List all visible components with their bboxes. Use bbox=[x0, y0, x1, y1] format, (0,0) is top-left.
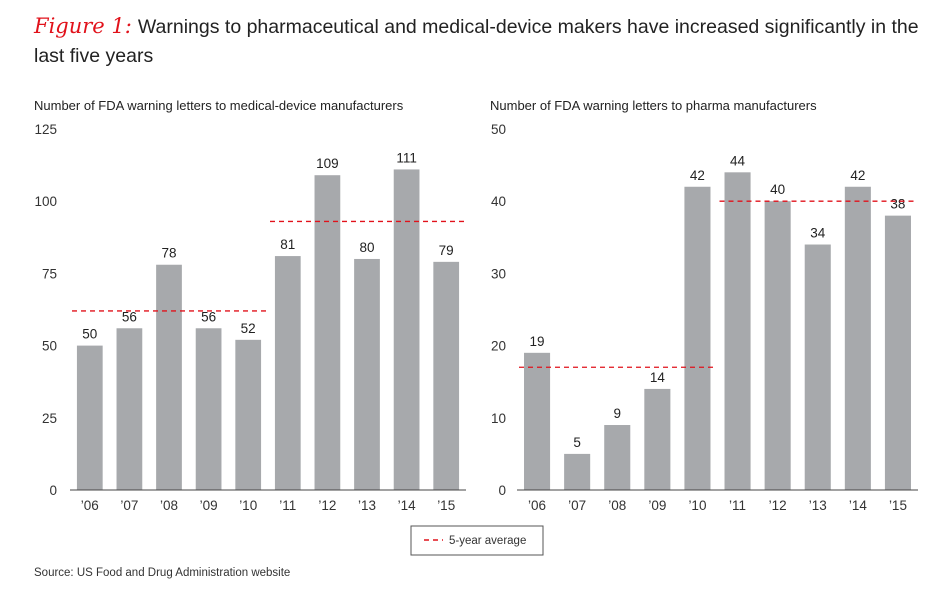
legend-label: 5-year average bbox=[449, 535, 526, 547]
x-tick-label: ’12 bbox=[318, 498, 336, 513]
bar bbox=[274, 256, 301, 490]
y-tick-label: 30 bbox=[491, 266, 506, 281]
figure-label: Figure 1: bbox=[34, 14, 132, 38]
bar bbox=[195, 328, 222, 490]
legend: 5-year average bbox=[410, 525, 544, 556]
bar-value-label: 9 bbox=[613, 406, 621, 421]
x-tick-label: ’06 bbox=[81, 498, 99, 513]
bar-value-label: 79 bbox=[439, 243, 454, 258]
y-tick-label: 20 bbox=[491, 339, 506, 354]
bar bbox=[884, 215, 911, 490]
x-tick-label: ’14 bbox=[849, 498, 868, 513]
y-tick-label: 100 bbox=[34, 194, 57, 209]
y-tick-label: 0 bbox=[498, 483, 506, 498]
x-tick-label: ’11 bbox=[729, 498, 746, 513]
y-tick-label: 50 bbox=[42, 339, 57, 354]
x-tick-label: ’10 bbox=[239, 498, 257, 513]
bar bbox=[314, 175, 341, 490]
bar bbox=[116, 328, 143, 490]
x-tick-label: ’07 bbox=[120, 498, 138, 513]
bar-value-label: 78 bbox=[161, 246, 176, 261]
x-tick-label: ’12 bbox=[769, 498, 787, 513]
bar bbox=[604, 425, 631, 490]
bar bbox=[844, 186, 871, 490]
chart-title: Number of FDA warning letters to medical… bbox=[34, 98, 404, 113]
bar bbox=[724, 172, 751, 490]
bar bbox=[433, 261, 460, 490]
bar bbox=[76, 345, 103, 490]
bar-value-label: 5 bbox=[573, 435, 581, 450]
chart-pharma: Number of FDA warning letters to pharma … bbox=[490, 98, 918, 513]
source-note: Source: US Food and Drug Administration … bbox=[34, 567, 291, 579]
bar-value-label: 81 bbox=[280, 237, 295, 252]
chart-title: Number of FDA warning letters to pharma … bbox=[490, 98, 817, 113]
bar bbox=[764, 201, 791, 490]
x-tick-label: ’06 bbox=[528, 498, 546, 513]
bar-value-label: 56 bbox=[122, 309, 137, 324]
chart-medical-device: Number of FDA warning letters to medical… bbox=[34, 98, 466, 513]
x-tick-label: ’15 bbox=[437, 498, 455, 513]
bar-value-label: 14 bbox=[650, 370, 666, 385]
x-tick-label: ’13 bbox=[809, 498, 827, 513]
x-tick-label: ’15 bbox=[889, 498, 907, 513]
bar bbox=[235, 339, 262, 490]
x-tick-label: ’13 bbox=[358, 498, 376, 513]
y-tick-label: 0 bbox=[49, 483, 57, 498]
bar-value-label: 80 bbox=[359, 240, 374, 255]
y-tick-label: 75 bbox=[42, 266, 57, 281]
bar-value-label: 56 bbox=[201, 309, 216, 324]
bar bbox=[156, 264, 182, 490]
x-tick-label: ’09 bbox=[648, 498, 666, 513]
bar bbox=[393, 169, 420, 490]
bar bbox=[684, 186, 711, 490]
y-tick-label: 10 bbox=[491, 411, 506, 426]
y-tick-label: 25 bbox=[42, 411, 57, 426]
bar bbox=[804, 244, 831, 490]
x-tick-label: ’08 bbox=[160, 498, 178, 513]
bar-value-label: 52 bbox=[241, 321, 256, 336]
bar-value-label: 42 bbox=[690, 168, 705, 183]
bar-value-label: 109 bbox=[316, 156, 339, 171]
bar bbox=[644, 388, 671, 490]
bar-value-label: 38 bbox=[890, 197, 905, 212]
y-tick-label: 50 bbox=[491, 122, 506, 137]
x-tick-label: ’07 bbox=[568, 498, 586, 513]
bar-value-label: 40 bbox=[770, 182, 785, 197]
bar bbox=[564, 453, 591, 490]
x-tick-label: ’10 bbox=[688, 498, 706, 513]
figure-title-text: Warnings to pharmaceutical and medical-d… bbox=[34, 16, 919, 67]
bar-value-label: 50 bbox=[82, 327, 97, 342]
bar-value-label: 111 bbox=[396, 150, 417, 165]
x-tick-label: ’08 bbox=[608, 498, 626, 513]
y-tick-label: 125 bbox=[34, 122, 57, 137]
bar-value-label: 34 bbox=[810, 226, 826, 241]
figure-title: Figure 1: Warnings to pharmaceutical and … bbox=[34, 12, 934, 71]
bar-value-label: 42 bbox=[850, 168, 865, 183]
x-tick-label: ’11 bbox=[279, 498, 296, 513]
bar bbox=[524, 352, 551, 490]
bar-value-label: 44 bbox=[730, 153, 746, 168]
x-tick-label: ’14 bbox=[398, 498, 417, 513]
bar bbox=[354, 258, 380, 490]
x-tick-label: ’09 bbox=[200, 498, 218, 513]
bar-value-label: 19 bbox=[530, 334, 545, 349]
y-tick-label: 40 bbox=[491, 194, 506, 209]
